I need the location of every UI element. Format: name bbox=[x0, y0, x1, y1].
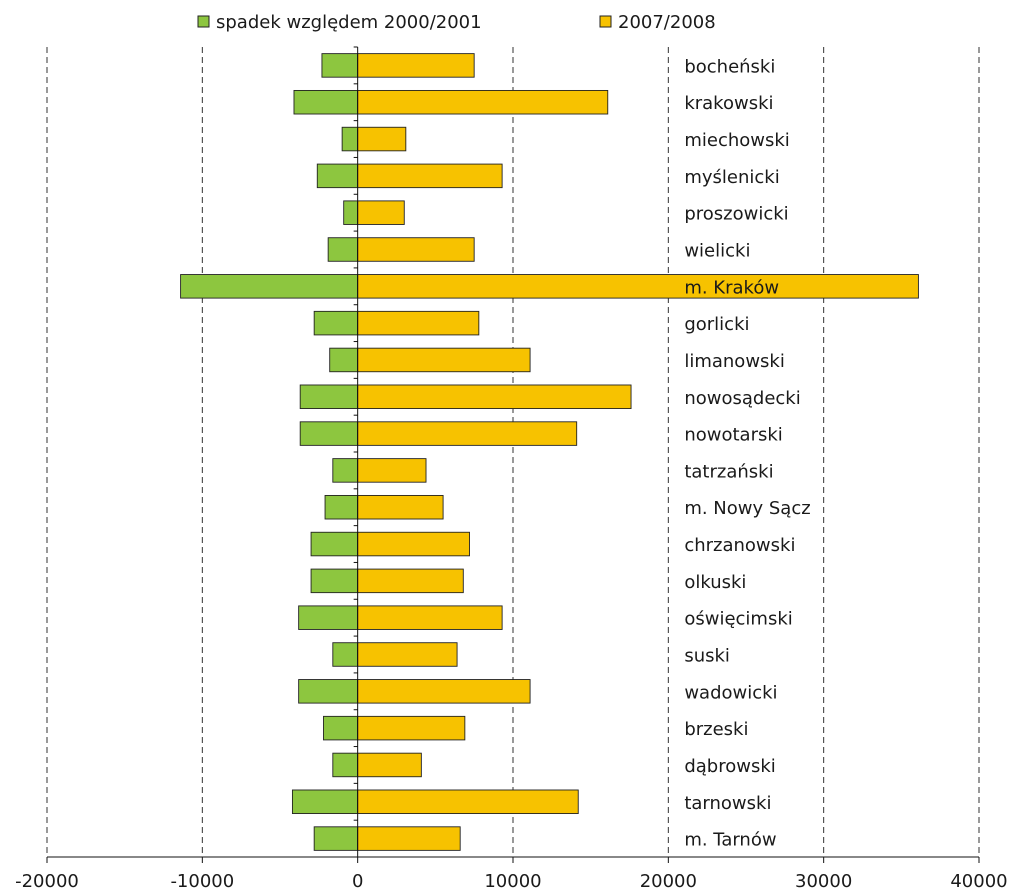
bar-2007-2008 bbox=[357, 347, 531, 373]
legend-swatch-decline bbox=[197, 15, 210, 28]
axes bbox=[46, 46, 980, 863]
category-label: bocheński bbox=[684, 56, 775, 77]
x-tick-label: 10000 bbox=[484, 871, 541, 892]
category-label: nowotarski bbox=[684, 425, 782, 446]
gridlines bbox=[46, 47, 980, 857]
category-label: dąbrowski bbox=[684, 756, 775, 777]
bar-2007-2008 bbox=[357, 715, 466, 741]
x-tick-label: -20000 bbox=[15, 871, 79, 892]
category-label: gorlicki bbox=[684, 314, 749, 335]
bar-decline bbox=[341, 126, 359, 152]
bar-decline bbox=[321, 53, 359, 78]
x-tick-label: 40000 bbox=[950, 871, 1007, 892]
bar-decline bbox=[329, 347, 359, 373]
category-label: wadowicki bbox=[684, 682, 777, 703]
bar-decline bbox=[298, 605, 359, 630]
category-label: m. Tarnów bbox=[684, 830, 776, 851]
bar-2007-2008 bbox=[357, 89, 609, 115]
bar-2007-2008 bbox=[357, 163, 503, 189]
x-tick-label: -10000 bbox=[170, 871, 234, 892]
x-tick-label: 30000 bbox=[795, 871, 852, 892]
x-tick-label: 0 bbox=[352, 871, 363, 892]
category-label: m. Kraków bbox=[684, 277, 779, 298]
category-label: wielicki bbox=[684, 241, 750, 262]
category-label: brzeski bbox=[684, 719, 748, 740]
bar-decline bbox=[332, 642, 359, 667]
bar-decline bbox=[332, 458, 359, 483]
bar-decline bbox=[327, 237, 359, 262]
bar-2007-2008 bbox=[357, 274, 919, 299]
bar-2007-2008 bbox=[357, 605, 503, 630]
category-labels: bocheński krakowski miechowski myślenicki pr… bbox=[684, 56, 810, 850]
bar-decline bbox=[313, 310, 359, 336]
bar-2007-2008 bbox=[357, 568, 464, 594]
bar-2007-2008 bbox=[357, 53, 475, 78]
legend-label-decline: spadek względem 2000/2001 bbox=[216, 12, 482, 33]
bar-decline bbox=[324, 494, 359, 520]
bar-2007-2008 bbox=[357, 126, 407, 152]
bar-decline bbox=[298, 679, 359, 704]
category-label: myślenicki bbox=[684, 167, 779, 188]
category-label: proszowicki bbox=[684, 204, 788, 225]
category-label: olkuski bbox=[684, 572, 746, 593]
bar-decline bbox=[291, 789, 359, 815]
bar-decline bbox=[316, 163, 359, 189]
bar-2007-2008 bbox=[357, 531, 470, 557]
legend: spadek względem 2000/2001 2007/2008 bbox=[197, 12, 716, 33]
bars bbox=[180, 53, 919, 851]
category-label: tarnowski bbox=[684, 793, 771, 814]
legend-label-2007-2008: 2007/2008 bbox=[618, 12, 716, 33]
category-label: nowosądecki bbox=[684, 388, 800, 409]
category-label: m. Nowy Sącz bbox=[684, 498, 810, 519]
bar-2007-2008 bbox=[357, 237, 475, 262]
bar-decline bbox=[310, 568, 359, 594]
bar-decline bbox=[299, 384, 359, 410]
x-tick-labels: -20000 -10000 0 10000 20000 30000 40000 bbox=[15, 871, 1008, 892]
bar-decline bbox=[299, 421, 359, 446]
bar-decline bbox=[313, 826, 359, 851]
category-label: tatrzański bbox=[684, 461, 773, 482]
bar-2007-2008 bbox=[357, 789, 579, 815]
bar-decline bbox=[293, 89, 359, 115]
bar-decline bbox=[180, 274, 359, 299]
bar-decline bbox=[332, 752, 359, 778]
bar-2007-2008 bbox=[357, 752, 422, 778]
bar-decline bbox=[343, 200, 359, 225]
bar-decline bbox=[310, 531, 359, 557]
bar-2007-2008 bbox=[357, 421, 578, 446]
category-label: miechowski bbox=[684, 130, 789, 151]
category-label: chrzanowski bbox=[684, 535, 795, 556]
bar-2007-2008 bbox=[357, 679, 531, 704]
category-label: suski bbox=[684, 646, 730, 667]
bar-2007-2008 bbox=[357, 826, 461, 851]
category-label: limanowski bbox=[684, 351, 785, 372]
legend-swatch-2007-2008 bbox=[599, 15, 612, 28]
bar-2007-2008 bbox=[357, 494, 444, 520]
category-label: oświęcimski bbox=[684, 609, 792, 630]
bar-decline bbox=[323, 715, 359, 741]
bar-2007-2008 bbox=[357, 458, 427, 483]
category-label: krakowski bbox=[684, 93, 773, 114]
bar-2007-2008 bbox=[357, 200, 405, 225]
bar-2007-2008 bbox=[357, 384, 632, 410]
x-tick-label: 20000 bbox=[640, 871, 697, 892]
bar-2007-2008 bbox=[357, 310, 480, 336]
bar-2007-2008 bbox=[357, 642, 458, 667]
